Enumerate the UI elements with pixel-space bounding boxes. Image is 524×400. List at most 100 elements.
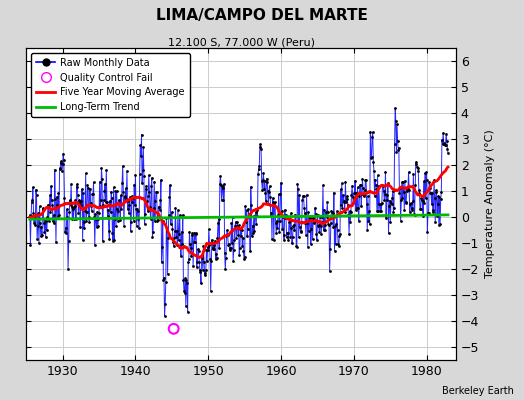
- Point: [107, 195, 116, 202]
- Point: [275, 229, 283, 235]
- Point: [149, 204, 158, 211]
- Point: [277, 180, 285, 186]
- Point: [330, 189, 338, 196]
- Point: [328, 208, 336, 214]
- Point: [82, 170, 90, 176]
- Point: [190, 230, 199, 236]
- Point: [320, 206, 329, 213]
- Point: [421, 195, 430, 202]
- Point: [270, 237, 278, 244]
- Point: [118, 163, 127, 169]
- Point: [33, 236, 41, 242]
- Point: [51, 196, 60, 202]
- Point: [337, 202, 345, 208]
- Point: [60, 194, 69, 201]
- Point: [229, 258, 237, 265]
- Point: [378, 182, 387, 188]
- Point: [56, 165, 64, 172]
- Point: [280, 206, 289, 213]
- Point: [293, 181, 302, 187]
- Point: [196, 269, 204, 276]
- Point: [296, 224, 304, 230]
- Point: [133, 223, 141, 229]
- Point: [431, 219, 440, 225]
- Point: [344, 202, 352, 208]
- Point: [242, 207, 250, 213]
- Point: [413, 164, 421, 170]
- Point: [244, 226, 252, 232]
- Point: [400, 207, 409, 213]
- Point: [113, 206, 122, 212]
- Point: [163, 271, 172, 278]
- Point: [303, 220, 311, 226]
- Point: [429, 207, 438, 213]
- Point: [328, 209, 336, 215]
- Point: [158, 244, 166, 250]
- Point: [347, 209, 355, 215]
- Point: [252, 209, 260, 216]
- Point: [137, 132, 146, 138]
- Point: [226, 244, 235, 251]
- Point: [435, 221, 443, 228]
- Point: [75, 197, 83, 204]
- Point: [334, 243, 343, 250]
- Point: [39, 206, 47, 212]
- Point: [410, 210, 418, 217]
- Point: [79, 190, 88, 196]
- Point: [214, 220, 222, 226]
- Point: [77, 202, 85, 208]
- Point: [324, 209, 332, 216]
- Point: [103, 199, 111, 206]
- Point: [424, 210, 433, 216]
- Point: [360, 192, 368, 198]
- Point: [267, 210, 276, 216]
- Point: [249, 230, 257, 236]
- Point: [61, 225, 70, 231]
- Point: [63, 214, 72, 220]
- Point: [420, 200, 429, 206]
- Point: [156, 206, 164, 213]
- Point: [288, 240, 296, 247]
- Point: [348, 194, 357, 200]
- Point: [194, 248, 203, 255]
- Point: [408, 204, 417, 211]
- Point: [244, 206, 253, 212]
- Point: [352, 190, 361, 196]
- Point: [174, 207, 182, 214]
- Point: [58, 161, 67, 167]
- Point: [395, 144, 403, 151]
- Point: [130, 202, 139, 208]
- Point: [284, 237, 292, 243]
- Point: [159, 218, 167, 224]
- Point: [43, 214, 52, 220]
- Point: [161, 279, 170, 285]
- Point: [394, 146, 402, 153]
- Point: [305, 228, 313, 234]
- Point: [436, 196, 445, 203]
- Point: [90, 179, 98, 185]
- Point: [410, 212, 419, 218]
- Point: [279, 214, 287, 220]
- Point: [73, 192, 82, 198]
- Point: [253, 207, 261, 214]
- Point: [185, 228, 194, 235]
- Point: [35, 240, 43, 246]
- Point: [420, 178, 428, 184]
- Point: [204, 247, 212, 253]
- Point: [88, 191, 96, 197]
- Point: [67, 181, 75, 188]
- Point: [72, 216, 80, 222]
- Point: [187, 245, 195, 251]
- Point: [403, 186, 411, 192]
- Point: [323, 199, 331, 206]
- Point: [191, 230, 200, 236]
- Point: [256, 144, 264, 150]
- Point: [125, 202, 134, 208]
- Point: [398, 195, 407, 202]
- Point: [390, 204, 398, 211]
- Point: [259, 176, 267, 183]
- Point: [91, 211, 100, 218]
- Point: [186, 240, 194, 247]
- Point: [148, 175, 156, 181]
- Point: [322, 214, 331, 220]
